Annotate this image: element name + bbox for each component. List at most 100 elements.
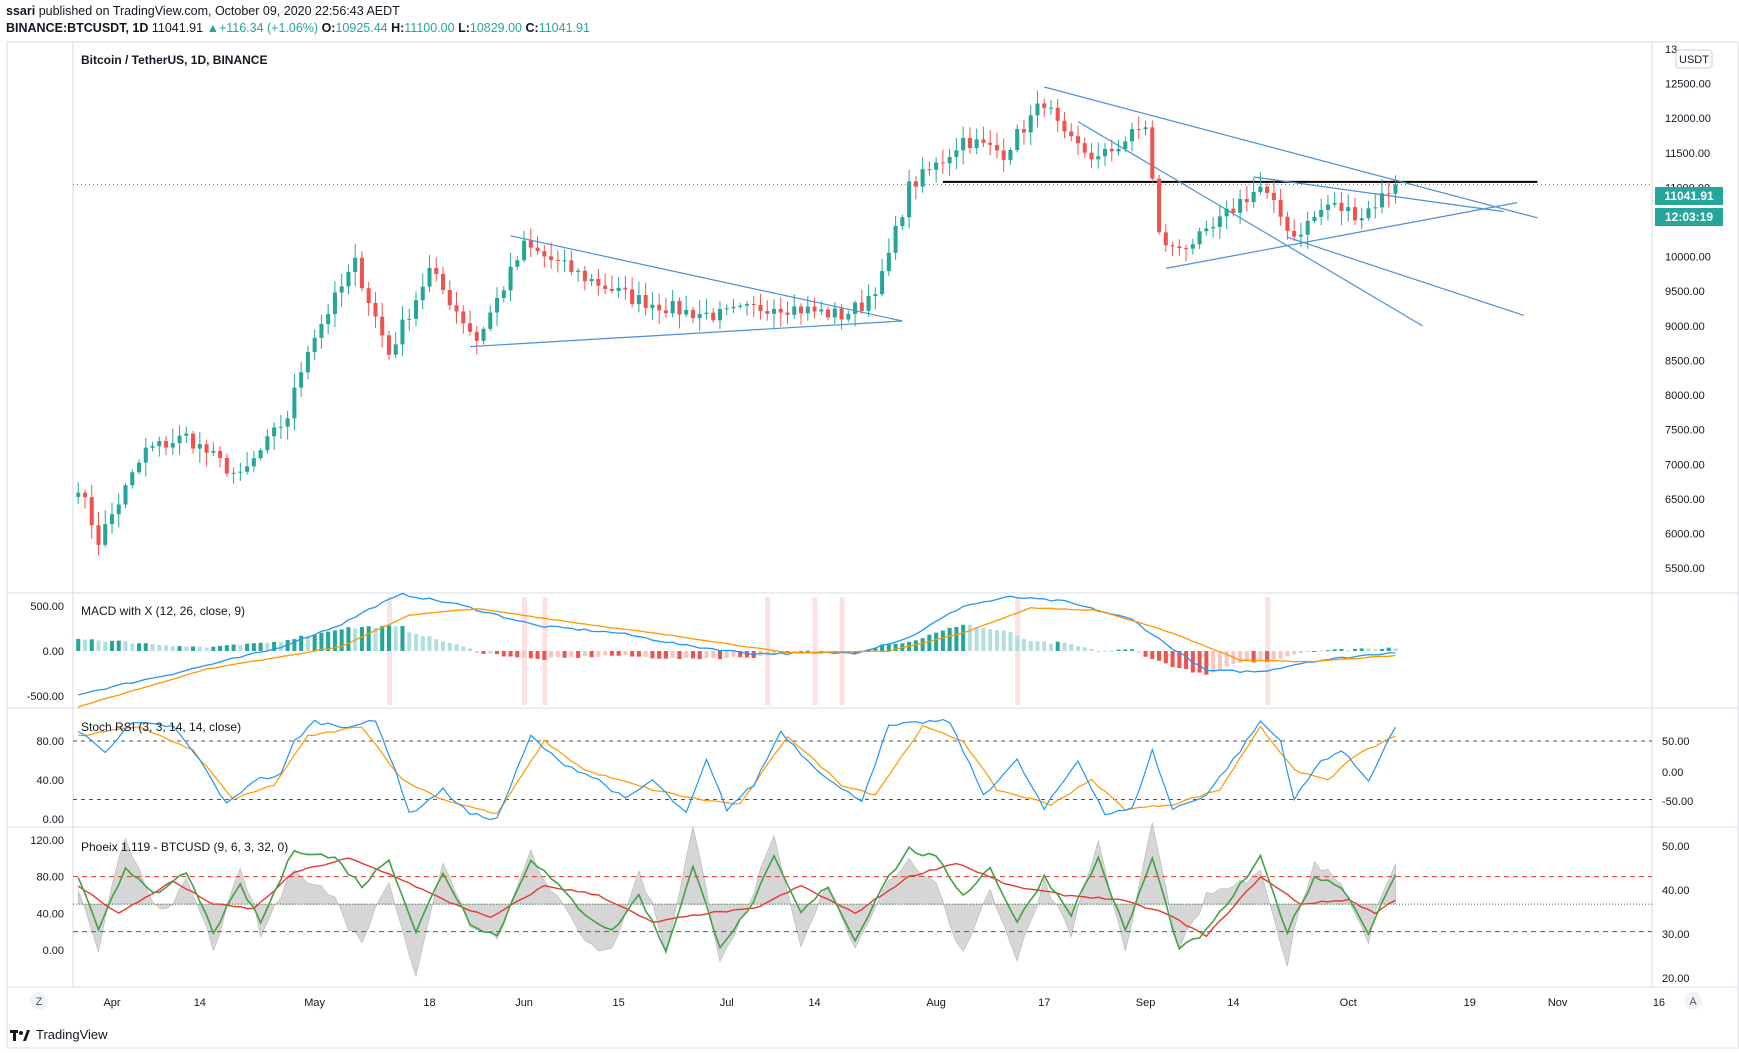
macd-histogram-bar	[474, 651, 479, 653]
macd-histogram-bar	[1244, 651, 1249, 662]
candle-body	[650, 304, 655, 309]
candle-body	[1028, 115, 1033, 133]
candle-body	[549, 256, 554, 261]
macd-histogram-bar	[630, 651, 635, 657]
macd-histogram-bar	[1224, 651, 1229, 667]
candle-body	[1312, 216, 1317, 221]
candle-body	[1177, 246, 1182, 249]
candle-body	[434, 267, 439, 274]
time-axis-tick: May	[304, 997, 325, 1009]
macd-histogram-bar	[238, 645, 243, 651]
candle-body	[245, 466, 250, 472]
macd-histogram-bar	[400, 626, 405, 651]
macd-histogram-bar	[1062, 642, 1067, 651]
macd-histogram-bar	[724, 651, 729, 658]
price-change: +116.34 (+1.06%)	[218, 21, 319, 35]
macd-histogram-bar	[1359, 648, 1364, 651]
candle-body	[461, 311, 466, 324]
price-pane[interactable]: 1312500.0012000.0011500.0011000.0010500.…	[73, 44, 1711, 575]
phoenix-pane[interactable]: 120.00 80.00 40.00 0.00 50.00 40.00 30.00 20.00	[30, 822, 1690, 986]
macd-histogram-bar	[1352, 648, 1357, 651]
time-axis-tick: Aug	[926, 997, 946, 1009]
macd-histogram-bar	[1373, 649, 1378, 651]
candle-body	[961, 137, 966, 151]
high-value: 11100.00	[404, 21, 455, 35]
zoom-reset-button[interactable]	[30, 992, 48, 1010]
macd-histogram-bar	[434, 639, 439, 651]
macd-histogram-bar	[515, 651, 520, 658]
pane-frames	[6, 41, 1739, 1049]
currency-badge-label: USDT	[1679, 54, 1709, 66]
candle-body	[1015, 129, 1020, 151]
macd-histogram-bar	[535, 651, 540, 659]
candle-body	[285, 418, 290, 427]
macd-histogram-bar	[1211, 651, 1216, 673]
macd-histogram-bar	[1184, 651, 1189, 669]
macd-histogram-bar	[1332, 649, 1337, 651]
candle-body	[359, 257, 364, 289]
candle-body	[1319, 209, 1324, 217]
zoom-reset-label: Z	[36, 996, 43, 1008]
phoenix-right-axis-tick: 30.00	[1662, 929, 1690, 941]
price-axis-tick: 5500.00	[1665, 563, 1705, 575]
macd-histogram-bar	[272, 641, 277, 651]
candle-body	[299, 372, 304, 388]
macd-histogram-bar	[184, 646, 189, 651]
candle-body	[920, 169, 925, 187]
candle-body	[609, 288, 614, 291]
candle-body	[1359, 218, 1364, 221]
candle-body	[630, 289, 635, 305]
candle-body	[1258, 186, 1263, 193]
price-axis-tick: 7000.00	[1665, 459, 1705, 471]
candle-body	[1021, 129, 1026, 133]
time-axis-tick: 14	[194, 997, 206, 1009]
candle-body	[859, 302, 864, 311]
macd-histogram-bar	[1143, 651, 1148, 657]
time-axis[interactable]: Apr 14 May 18 Jun 15 Jul 14 Aug 17 Sep 14 Oct 19 Nov 16	[103, 997, 1665, 1009]
macd-histogram-bar	[285, 640, 290, 651]
time-axis-tick: 19	[1464, 997, 1476, 1009]
candle-body	[130, 472, 135, 486]
macd-histogram-bar	[1305, 651, 1310, 652]
price-axis-tick: 11500.00	[1665, 148, 1710, 160]
candle-body	[157, 441, 162, 447]
last-price: 11041.91	[151, 21, 204, 35]
candle-body	[974, 139, 979, 149]
up-arrow-icon: ▲	[206, 21, 219, 35]
candle-body	[89, 497, 94, 526]
candle-body	[1170, 245, 1175, 247]
auto-scale-button[interactable]	[1684, 992, 1702, 1010]
macd-pane[interactable]: 500.00 0.00 -500.00	[27, 592, 1398, 708]
candle-body	[1265, 186, 1270, 193]
macd-histogram-bar	[1082, 647, 1087, 651]
candle-body	[1190, 244, 1195, 249]
macd-histogram-bar	[224, 645, 229, 651]
candle-body	[407, 318, 412, 320]
stoch-rsi-pane[interactable]: 80.00 40.00 0.00 50.00 0.00 -50.00	[36, 718, 1693, 826]
candle-body	[191, 433, 196, 449]
candle-body	[535, 247, 540, 252]
footer-brand[interactable]: TradingView	[10, 1027, 108, 1042]
candle-body	[1184, 248, 1189, 250]
candle-body	[785, 312, 790, 315]
time-axis-tick: 17	[1038, 997, 1050, 1009]
phoenix-right-axis-tick: 20.00	[1662, 973, 1690, 985]
price-tag: 11041.91	[1664, 189, 1714, 203]
macd-histogram-bar	[1190, 651, 1195, 673]
candle-body	[839, 308, 844, 320]
candle-body	[819, 309, 824, 312]
macd-histogram-bar	[1163, 651, 1168, 664]
price-axis-tick: 12500.00	[1665, 79, 1711, 91]
candle-body	[373, 302, 378, 317]
candle-body	[258, 450, 263, 459]
macd-histogram-bar	[197, 646, 202, 651]
macd-histogram-bar	[380, 625, 385, 651]
macd-histogram-bar	[549, 651, 554, 658]
currency-badge[interactable]	[1675, 49, 1713, 69]
macd-histogram-bar	[596, 651, 601, 657]
candle-body	[332, 292, 337, 315]
macd-axis-tick: 0.00	[43, 646, 64, 658]
candle-body	[562, 260, 567, 262]
phoenix-legend: Phoeix 1.119 - BTCUSD (9, 6, 3, 32, 0)	[81, 840, 288, 854]
